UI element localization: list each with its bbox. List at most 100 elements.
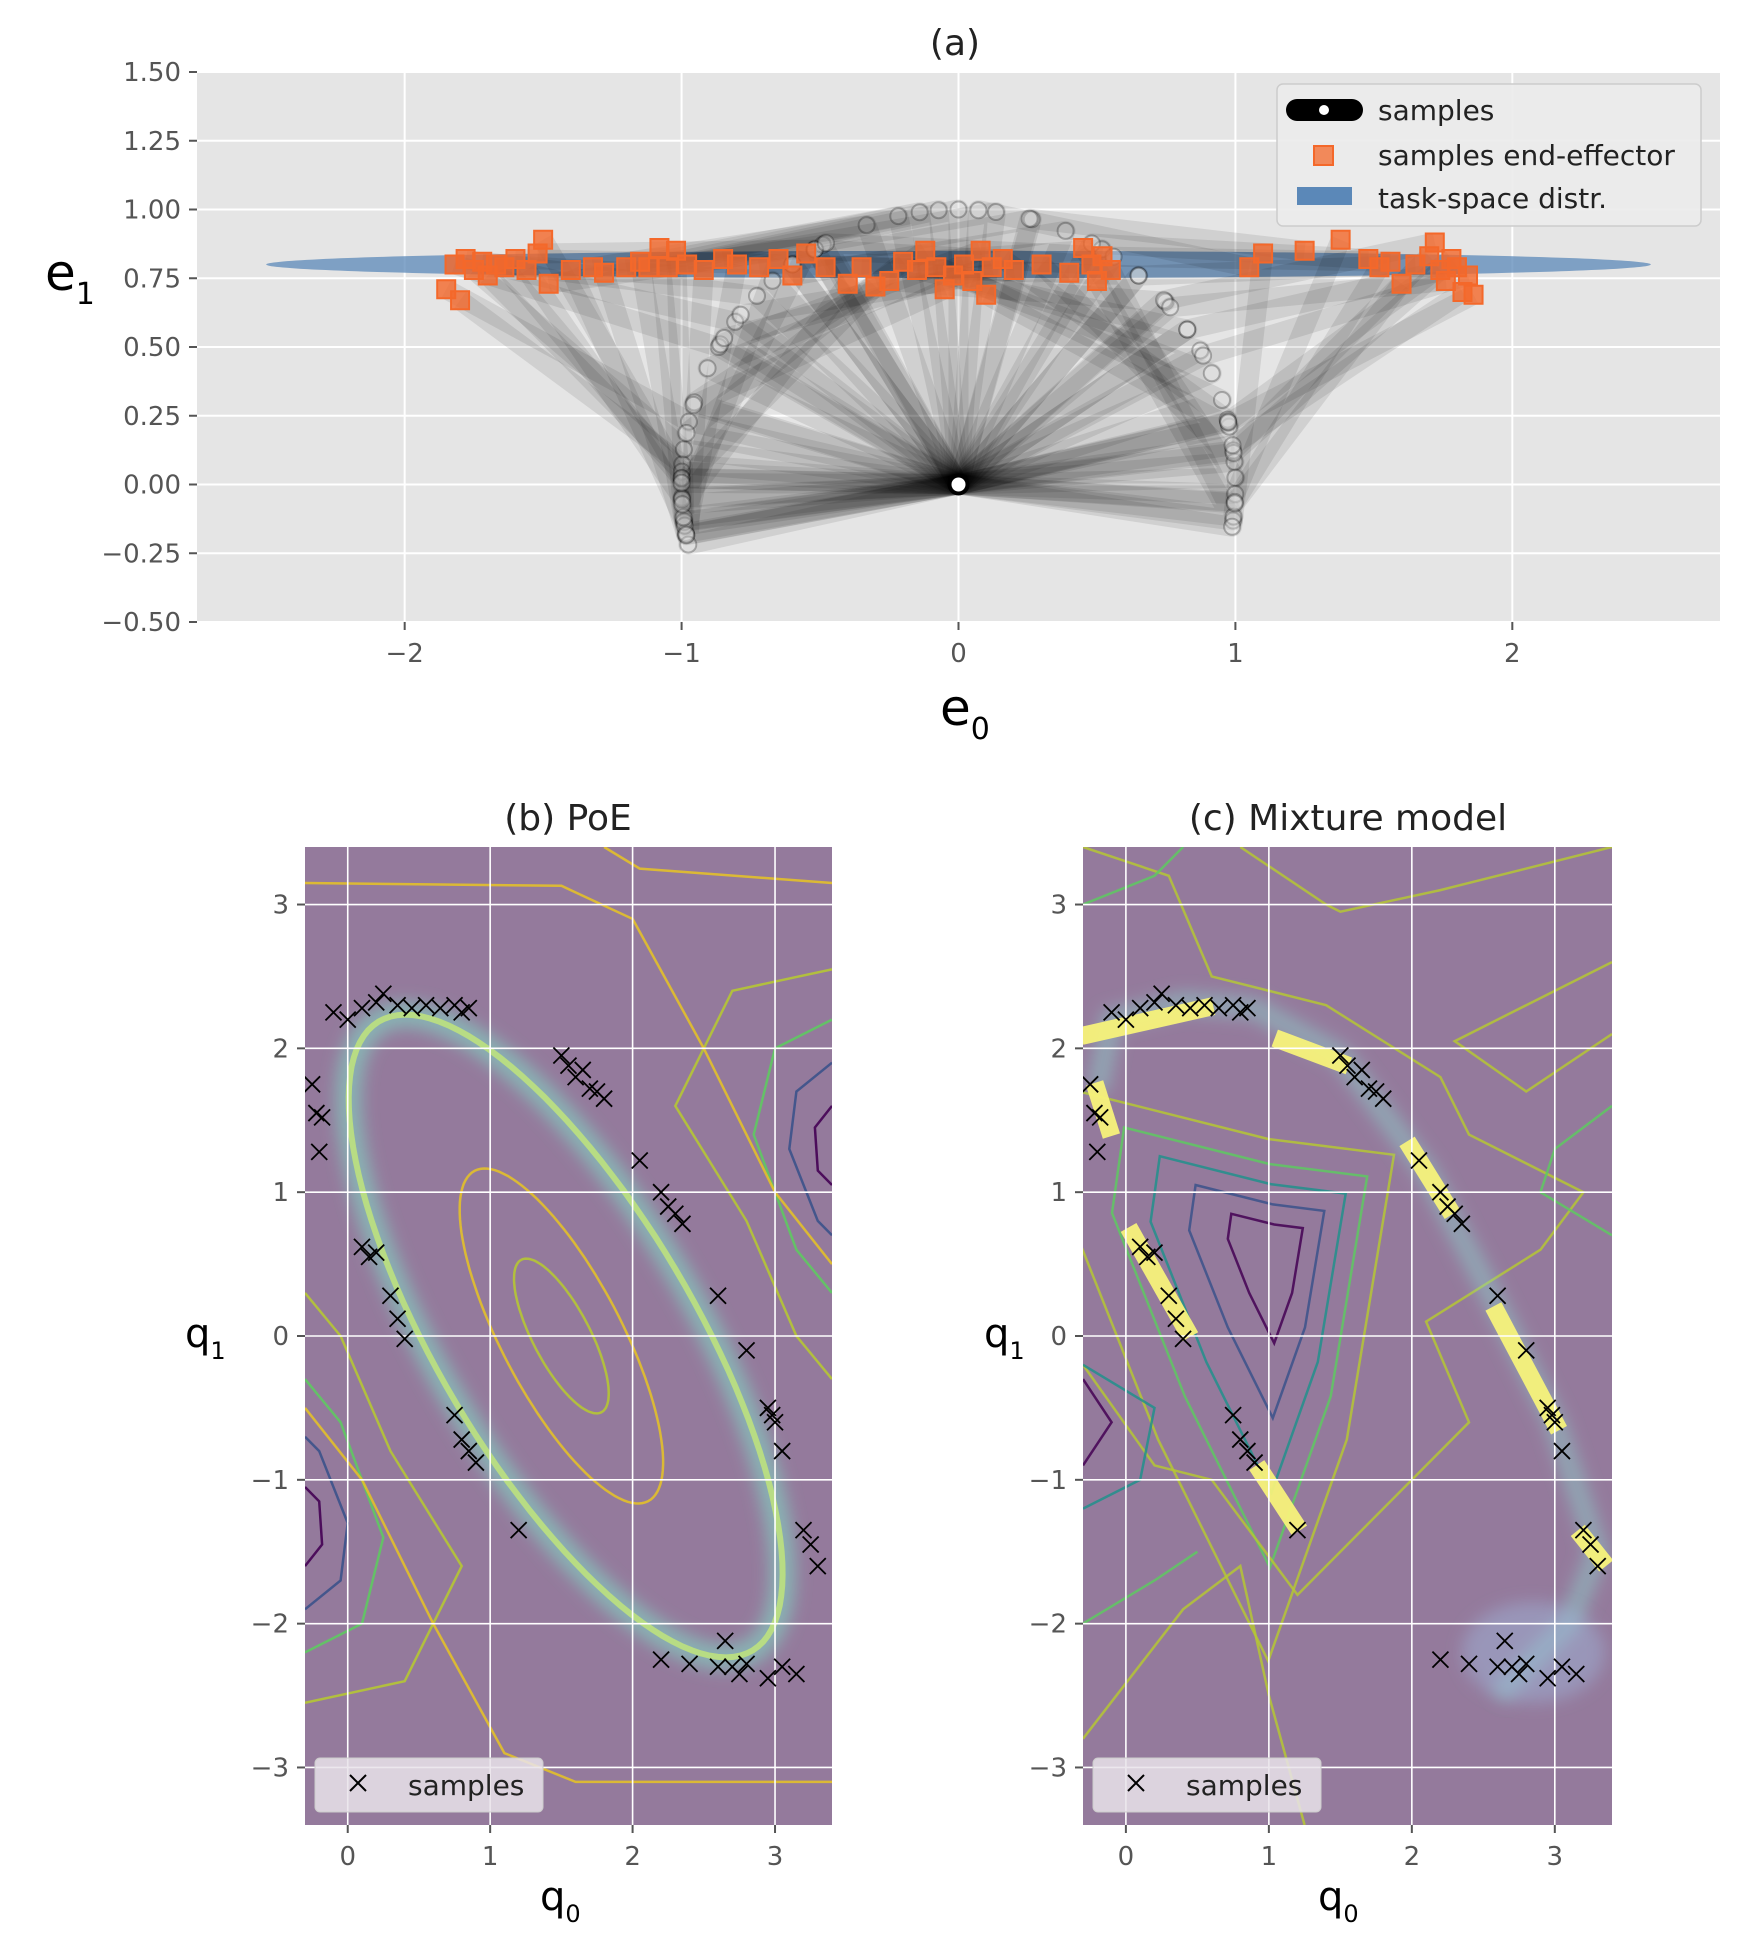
robot-arm [956, 285, 1479, 495]
end-effector-point [768, 249, 789, 269]
b-sample-marker [759, 1669, 777, 1687]
panel-b-y-label: q1 [185, 1311, 226, 1365]
b-contour-line [752, 1018, 832, 1294]
panel-b-title: (b) PoE [504, 798, 632, 839]
legend-samples-label: samples [1378, 94, 1494, 127]
end-effector-point [796, 243, 817, 264]
c-sample-marker [1131, 999, 1149, 1017]
robot-arm [948, 200, 1252, 486]
end-effector-point [638, 257, 659, 278]
end-effector-point [1463, 284, 1484, 305]
c-sample-marker [1431, 1650, 1450, 1669]
robot-arm [594, 269, 961, 546]
end-effector-point [1059, 262, 1080, 283]
c-contour-line [1538, 1104, 1612, 1237]
b-sample-marker [353, 1238, 371, 1256]
b-sample-marker [367, 1243, 385, 1262]
c-contour-line [1239, 847, 1612, 914]
c-contour-line [1083, 847, 1184, 906]
c-sample-marker [1210, 999, 1228, 1017]
b-sample-marker [467, 1453, 485, 1472]
end-effector-points [436, 229, 1484, 311]
robot-arm [673, 255, 960, 528]
end-effector-point [915, 240, 936, 261]
end-effector-point [851, 257, 872, 278]
a-y-tick-label: 0.75 [123, 264, 181, 294]
b-sample-marker [353, 999, 371, 1017]
c-sample-marker [1145, 1243, 1164, 1262]
robot-arm [676, 262, 961, 545]
robot-arm [956, 250, 1458, 495]
panel-c-x-label: q0 [1318, 1874, 1359, 1928]
robot-arm [684, 242, 962, 495]
b-sample-marker [666, 1205, 684, 1223]
end-effector-point [749, 257, 770, 278]
b-sample-marker [773, 1658, 791, 1676]
c-sample-marker [1195, 996, 1214, 1014]
a-y-tick-label: 0.25 [123, 402, 181, 432]
b-contour-line [305, 1407, 832, 1784]
robot-arm [957, 276, 1244, 531]
mixture-density-blob [1461, 1602, 1605, 1703]
c-sample-marker [1238, 1442, 1257, 1460]
end-effector-point [1330, 229, 1351, 250]
b-contour-line [788, 1061, 832, 1237]
b-sample-marker [559, 1056, 578, 1075]
panel-c-contour-lines [1083, 847, 1612, 1825]
robot-arm [467, 262, 960, 495]
robot-arm [730, 260, 1016, 493]
panel-c-x-ticks: 0 1 2 3 [1118, 1825, 1563, 1872]
b-sample-marker [595, 1090, 613, 1108]
legend-end-effector-label: samples end-effector [1378, 139, 1675, 172]
robot-arm [714, 257, 995, 493]
robot-arm [534, 234, 959, 495]
b-sample-marker [388, 1310, 407, 1328]
c-sample-marker [1231, 1430, 1249, 1449]
c-sample-marker [1152, 985, 1171, 1003]
c-sample-marker [1488, 1287, 1507, 1305]
panel-b-legend-box [314, 1757, 544, 1813]
c-sample-marker [1589, 1557, 1607, 1575]
panel-c-legend-label: samples [1186, 1769, 1302, 1802]
c-sample-marker [1453, 1215, 1471, 1233]
end-effector-point [594, 262, 615, 283]
end-effector-point [1003, 260, 1024, 280]
b-sample-marker [388, 996, 407, 1014]
robot-arm [948, 208, 1306, 488]
c-y-tick-label: 0 [1050, 1322, 1067, 1352]
robot-arm [671, 248, 960, 510]
panel-a-y-ticks: 1.50 1.25 1.00 0.75 0.50 0.25 0.00 −0.25 −0.50 [101, 58, 197, 638]
b-y-tick-label: 1 [272, 1178, 289, 1208]
c-sample-marker [1431, 1183, 1450, 1201]
b-contour-line [458, 1167, 665, 1505]
c-sample-marker [1238, 999, 1257, 1017]
b-contour-line [305, 1292, 464, 1705]
end-effector-point [1391, 273, 1412, 294]
panel-c-legend: samples [1092, 1757, 1322, 1813]
panel-b-legend-marker-icon [349, 1774, 367, 1792]
robot-arm [683, 280, 962, 495]
robot-arm [952, 257, 1460, 493]
b-x-tick-label: 0 [339, 1842, 356, 1872]
end-effector-point [837, 273, 858, 294]
robot-arm [480, 268, 959, 495]
end-effector-point [1294, 240, 1315, 261]
c-highlight-segment [1086, 1080, 1120, 1139]
panel-b: 0 1 2 3 3 2 1 0 −1 −2 −3 (b) PoE q0 q1 samples [185, 798, 832, 1928]
robot-arm [496, 260, 959, 495]
panel-c-legend-box [1092, 1757, 1322, 1813]
robot-arm [957, 249, 1437, 495]
robot-arm [955, 271, 1233, 495]
c-x-tick-label: 1 [1261, 1842, 1278, 1872]
b-sample-marker [339, 1010, 357, 1029]
robot-arm [561, 265, 960, 531]
b-sample-marker [709, 1658, 727, 1676]
c-sample-marker [1088, 1143, 1106, 1161]
end-effector-point [815, 257, 836, 278]
c-contour-line [1083, 1563, 1306, 1825]
c-sample-marker [1083, 1075, 1099, 1093]
c-contour-line [1226, 1212, 1305, 1347]
b-sample-marker [716, 1632, 734, 1650]
robot-arm [757, 209, 1042, 488]
robot-arm [685, 199, 969, 485]
